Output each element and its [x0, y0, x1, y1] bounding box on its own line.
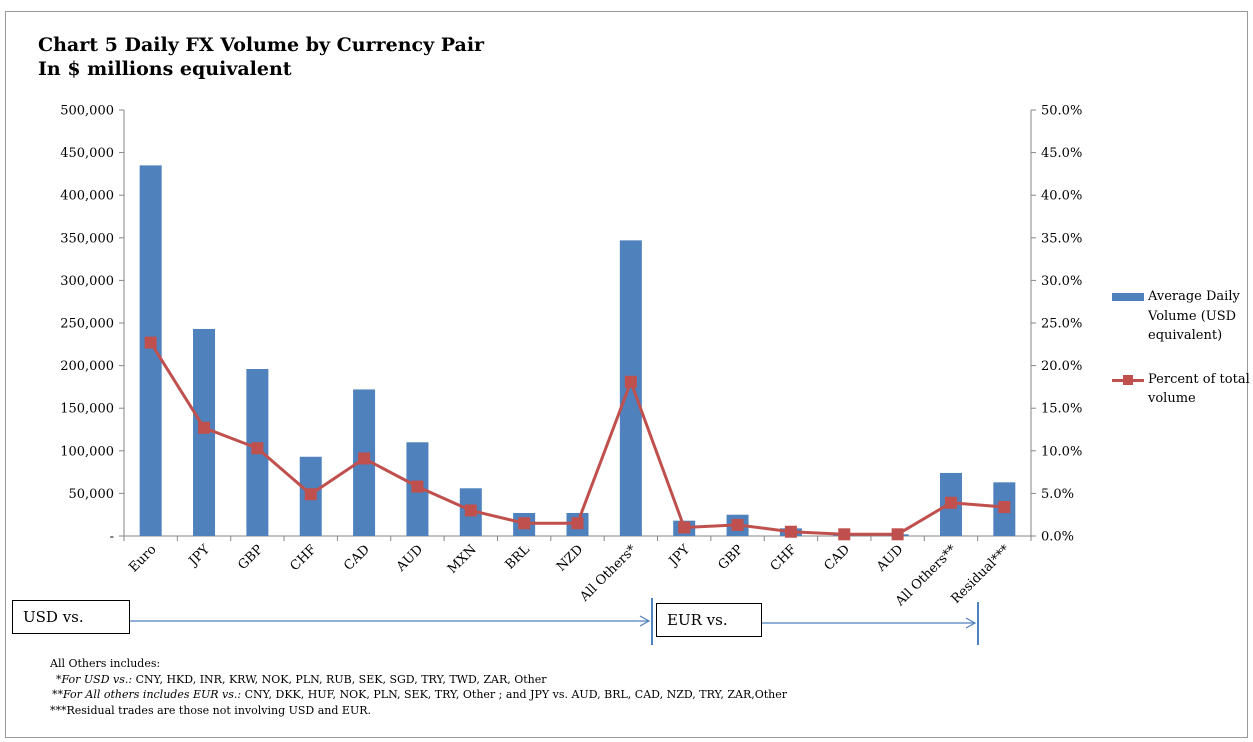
- left-axis-tick-label: 150,000: [60, 402, 114, 417]
- category-label: CAD: [821, 542, 853, 574]
- right-axis-tick-label: 5.0%: [1041, 487, 1074, 502]
- category-label: All Others*: [577, 542, 640, 605]
- percent-marker: [891, 528, 904, 541]
- arrowhead-icon: [639, 615, 651, 627]
- chart-subtitle: In $ millions equivalent: [38, 58, 292, 80]
- category-label: NZD: [554, 542, 586, 574]
- left-axis-tick-label: 500,000: [60, 104, 114, 119]
- legend-bar-swatch: [1112, 293, 1144, 301]
- category-label: AUD: [393, 542, 426, 575]
- percent-marker: [624, 375, 637, 388]
- category-label: CHF: [768, 542, 800, 574]
- right-axis-tick-label: 45.0%: [1041, 146, 1082, 161]
- footnote-usd-text: CNY, HKD, INR, KRW, NOK, PLN, RUB, SEK, …: [132, 672, 547, 686]
- percent-marker: [838, 528, 851, 541]
- percent-marker: [144, 336, 157, 349]
- footnote-usd-prefix: *For USD vs.:: [56, 672, 133, 686]
- left-axis-tick-label: 50,000: [69, 487, 115, 502]
- volume-bar: [619, 240, 642, 536]
- usd-group-label-box: USD vs.: [12, 600, 130, 634]
- footnotes: All Others includes: *For USD vs.: CNY, …: [50, 656, 787, 718]
- eur-group-label-box: EUR vs.: [656, 603, 762, 637]
- footnote-eur: **For All others includes EUR vs.: CNY, …: [50, 687, 787, 703]
- percent-marker: [304, 488, 317, 501]
- chart-title-line1: Chart 5 Daily FX Volume by Currency Pair: [38, 34, 485, 56]
- percent-marker: [678, 521, 691, 534]
- percent-marker: [358, 452, 371, 465]
- legend-square-marker-icon: [1123, 374, 1133, 385]
- left-axis-tick-label: 350,000: [60, 231, 114, 246]
- right-axis-tick-label: 50.0%: [1041, 104, 1082, 119]
- percent-line: [149, 341, 1005, 536]
- percent-marker: [518, 517, 531, 530]
- right-axis-tick-label: 35.0%: [1041, 231, 1082, 246]
- category-label: AUD: [873, 542, 906, 575]
- right-axis-tick-label: 10.0%: [1041, 444, 1082, 459]
- category-label: CAD: [341, 542, 373, 574]
- footnote-eur-text: CNY, DKK, HUF, NOK, PLN, SEK, TRY, Other…: [241, 688, 788, 701]
- left-axis-tick-label: 400,000: [60, 189, 114, 204]
- chart-title: Chart 5 Daily FX Volume by Currency Pair…: [38, 33, 484, 81]
- percent-marker: [784, 525, 797, 538]
- category-label: JPY: [185, 542, 213, 570]
- chart-legend: Average Daily Volume (USD equivalent) Pe…: [1112, 287, 1252, 409]
- right-axis-tick-label: 20.0%: [1041, 359, 1082, 374]
- right-axis-tick-label: 30.0%: [1041, 274, 1082, 289]
- category-label: GBP: [715, 542, 746, 573]
- percent-marker: [464, 504, 477, 517]
- category-label: MXN: [445, 542, 480, 577]
- footnote-heading: All Others includes:: [50, 657, 161, 670]
- percent-marker: [571, 517, 584, 530]
- right-axis-tick-label: 40.0%: [1041, 189, 1082, 204]
- legend-item-volume: Average Daily Volume (USD equivalent): [1112, 287, 1252, 346]
- percent-marker: [251, 442, 264, 455]
- category-label: GBP: [235, 542, 266, 573]
- eur-group-label: EUR vs.: [667, 611, 728, 629]
- left-axis-tick-label: 300,000: [60, 274, 114, 289]
- right-axis-tick-label: 15.0%: [1041, 402, 1082, 417]
- percent-marker: [731, 518, 744, 531]
- legend-item-percent: Percent of total volume: [1112, 370, 1252, 409]
- legend-volume-label: Average Daily Volume (USD equivalent): [1148, 289, 1240, 343]
- footnote-residual: ***Residual trades are those not involvi…: [50, 703, 372, 717]
- legend-percent-label: Percent of total volume: [1148, 371, 1250, 407]
- volume-bar: [139, 165, 162, 536]
- category-label: CHF: [288, 542, 320, 574]
- left-axis-tick-label: 450,000: [60, 146, 114, 161]
- left-axis-tick-label: 200,000: [60, 359, 114, 374]
- percent-marker: [411, 480, 424, 493]
- footnote-eur-prefix: **For All others includes EUR vs.:: [52, 688, 242, 701]
- left-axis-tick-label: -: [110, 530, 114, 545]
- percent-marker: [944, 496, 957, 509]
- category-label: Euro: [126, 542, 159, 575]
- category-label: JPY: [665, 542, 693, 570]
- left-axis-tick-label: 100,000: [60, 444, 114, 459]
- right-axis-tick-label: 0.0%: [1041, 530, 1074, 545]
- percent-marker: [198, 421, 211, 434]
- footnote-usd: *For USD vs.: CNY, HKD, INR, KRW, NOK, P…: [50, 672, 787, 688]
- arrowhead-icon: [965, 617, 977, 629]
- right-axis-tick-label: 25.0%: [1041, 317, 1082, 332]
- usd-group-label: USD vs.: [23, 608, 84, 626]
- left-axis-tick-label: 250,000: [60, 317, 114, 332]
- category-label: BRL: [503, 542, 534, 573]
- percent-marker: [998, 501, 1011, 514]
